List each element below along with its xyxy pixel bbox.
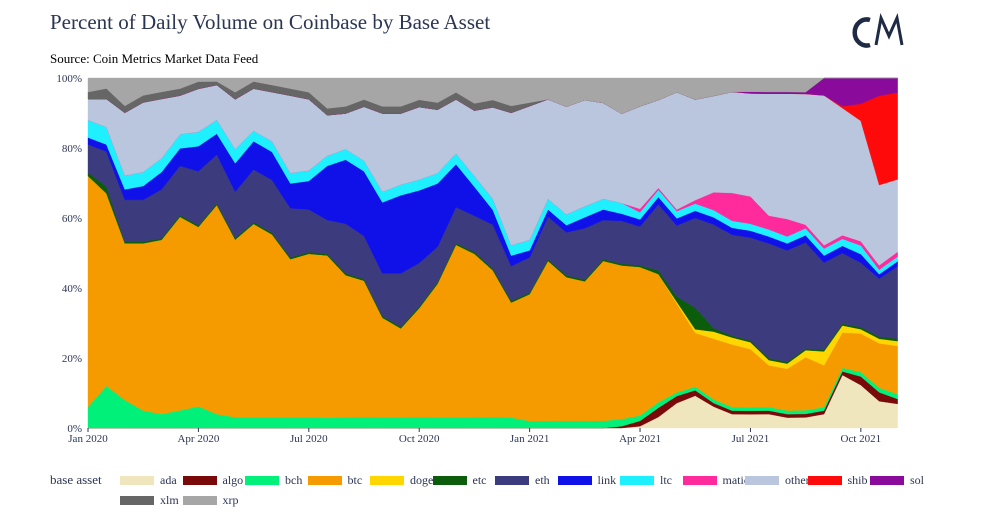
legend-swatch (870, 475, 904, 485)
legend-label: doge (410, 472, 434, 487)
x-tick-label: Jul 2021 (732, 433, 770, 445)
legend-item-ada: ada (120, 472, 177, 488)
legend-item-bch: bch (245, 472, 302, 488)
legend-label: other (785, 472, 810, 487)
legend-item-link: link (557, 472, 617, 488)
legend-item-sol: sol (870, 472, 924, 488)
x-axis: Jan 2020 Apr 2020 Jul 2020 Oct 2020 Jan 2021… (68, 428, 881, 445)
legend-swatch (745, 475, 779, 485)
y-tick-label: 20% (62, 353, 82, 365)
legend-swatch (120, 495, 154, 505)
logo-m-shape (874, 12, 904, 46)
legend-label: etc (472, 472, 487, 487)
chart-title: Percent of Daily Volume on Coinbase by B… (50, 10, 491, 34)
legend-label: eth (535, 472, 550, 487)
x-tick-label: Oct 2021 (841, 433, 882, 445)
legend-title: base asset (50, 472, 102, 487)
x-tick-label: Jan 2021 (510, 433, 549, 445)
coinmetrics-logo (852, 12, 904, 48)
legend-label: sol (910, 472, 925, 487)
y-tick-label: 80% (62, 143, 82, 155)
x-tick-label: Apr 2021 (619, 433, 661, 445)
legend-swatch (682, 475, 717, 485)
chart-subtitle: Source: Coin Metrics Market Data Feed (50, 51, 259, 66)
legend-swatch (620, 475, 654, 485)
logo-c-shape (852, 17, 871, 48)
legend-swatch (307, 475, 342, 485)
stacked-area-chart: 0% 20% 40% 60% 80% 100% Jan 2020 Apr 2020 Jul 2… (56, 73, 898, 445)
legend-item-algo: algo (182, 472, 244, 488)
legend-item-other: other (745, 472, 810, 488)
legend-label: bch (285, 472, 303, 487)
legend-label: algo (222, 472, 244, 487)
area-xrp (87, 77, 898, 114)
legend-item-xrp: xrp (182, 492, 239, 508)
legend-swatch (557, 475, 592, 485)
legend-swatch (120, 475, 154, 485)
legend-item-eth: eth (495, 472, 550, 488)
legend: base asset ada algo bch btc doge etc eth link lt… (50, 471, 970, 521)
legend-label: xlm (160, 492, 179, 507)
legend-swatch (807, 475, 842, 485)
y-axis: 0% 20% 40% 60% 80% 100% (56, 73, 82, 435)
legend-item-etc: etc (432, 472, 487, 488)
x-tick-label: Apr 2020 (177, 433, 219, 445)
legend-label: ada (160, 472, 177, 487)
legend-label: link (597, 472, 617, 487)
legend-item-matic: matic (682, 472, 750, 488)
legend-swatch (182, 475, 217, 485)
x-tick-label: Jul 2020 (290, 433, 328, 445)
area-series-group (87, 77, 898, 429)
legend-swatch (245, 475, 279, 485)
legend-label: matic (722, 472, 750, 487)
legend-swatch (370, 475, 404, 485)
x-tick-label: Oct 2020 (399, 433, 440, 445)
legend-label: xrp (222, 492, 239, 507)
legend-label: ltc (660, 472, 672, 487)
legend-label: shib (847, 472, 868, 487)
legend-swatch (495, 475, 529, 485)
legend-item-xlm: xlm (120, 492, 179, 508)
legend-swatch (432, 475, 467, 485)
y-tick-label: 100% (56, 73, 82, 85)
y-tick-label: 40% (62, 283, 82, 295)
legend-item-btc: btc (307, 472, 363, 488)
legend-label: btc (347, 472, 363, 487)
legend-item-doge: doge (370, 472, 433, 488)
legend-item-shib: shib (807, 472, 868, 488)
x-tick-label: Jan 2020 (68, 433, 108, 445)
y-tick-label: 60% (62, 213, 82, 225)
legend-swatch (182, 495, 217, 505)
legend-item-ltc: ltc (620, 472, 672, 488)
y-tick-label: 0% (67, 423, 82, 435)
